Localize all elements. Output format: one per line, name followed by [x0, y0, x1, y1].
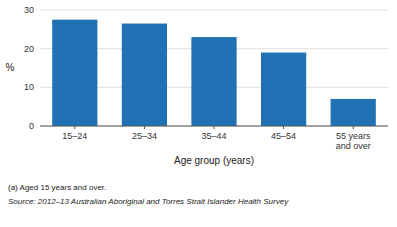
chart-container: 0 10 20 30 15–24 25–34 35–44 45–54 55 yearsand o… — [0, 0, 397, 227]
x-tick-label-line: 55 years — [336, 131, 371, 141]
bar — [122, 24, 167, 126]
x-axis-label: Age group (years) — [174, 155, 254, 166]
x-tick-label: 35–44 — [201, 131, 226, 141]
y-tick-label: 30 — [24, 5, 34, 15]
x-tick-label-line: 25–34 — [132, 131, 157, 141]
footnote: (a) Aged 15 years and over. — [8, 183, 106, 192]
x-tick-label-line: and over — [336, 141, 371, 151]
x-tick — [144, 126, 145, 129]
x-tick-label-line: 45–54 — [271, 131, 296, 141]
x-tick-label: 45–54 — [271, 131, 296, 141]
x-tick-label: 55 yearsand over — [336, 131, 371, 151]
chart-svg: 0 10 20 30 15–24 25–34 35–44 45–54 55 yearsand o… — [0, 0, 397, 227]
x-tick — [214, 126, 215, 129]
x-tick — [353, 126, 354, 129]
y-tick-label: 10 — [24, 82, 34, 92]
y-tick-label: 20 — [24, 44, 34, 54]
bar — [191, 37, 236, 126]
grid — [40, 10, 388, 126]
x-tick-label: 15–24 — [62, 131, 87, 141]
bars — [52, 20, 376, 126]
x-tick-label-line: 15–24 — [62, 131, 87, 141]
bar — [331, 99, 376, 126]
y-axis-label: % — [6, 62, 15, 73]
x-tick — [74, 126, 75, 129]
x-tick — [283, 126, 284, 129]
x-tick-label: 25–34 — [132, 131, 157, 141]
bar — [261, 53, 306, 126]
bar — [52, 20, 97, 126]
y-tick-label: 0 — [29, 121, 34, 131]
x-tick-label-line: 35–44 — [201, 131, 226, 141]
grid-line — [40, 10, 388, 11]
footnote: Source: 2012–13 Australian Aboriginal an… — [8, 197, 289, 206]
